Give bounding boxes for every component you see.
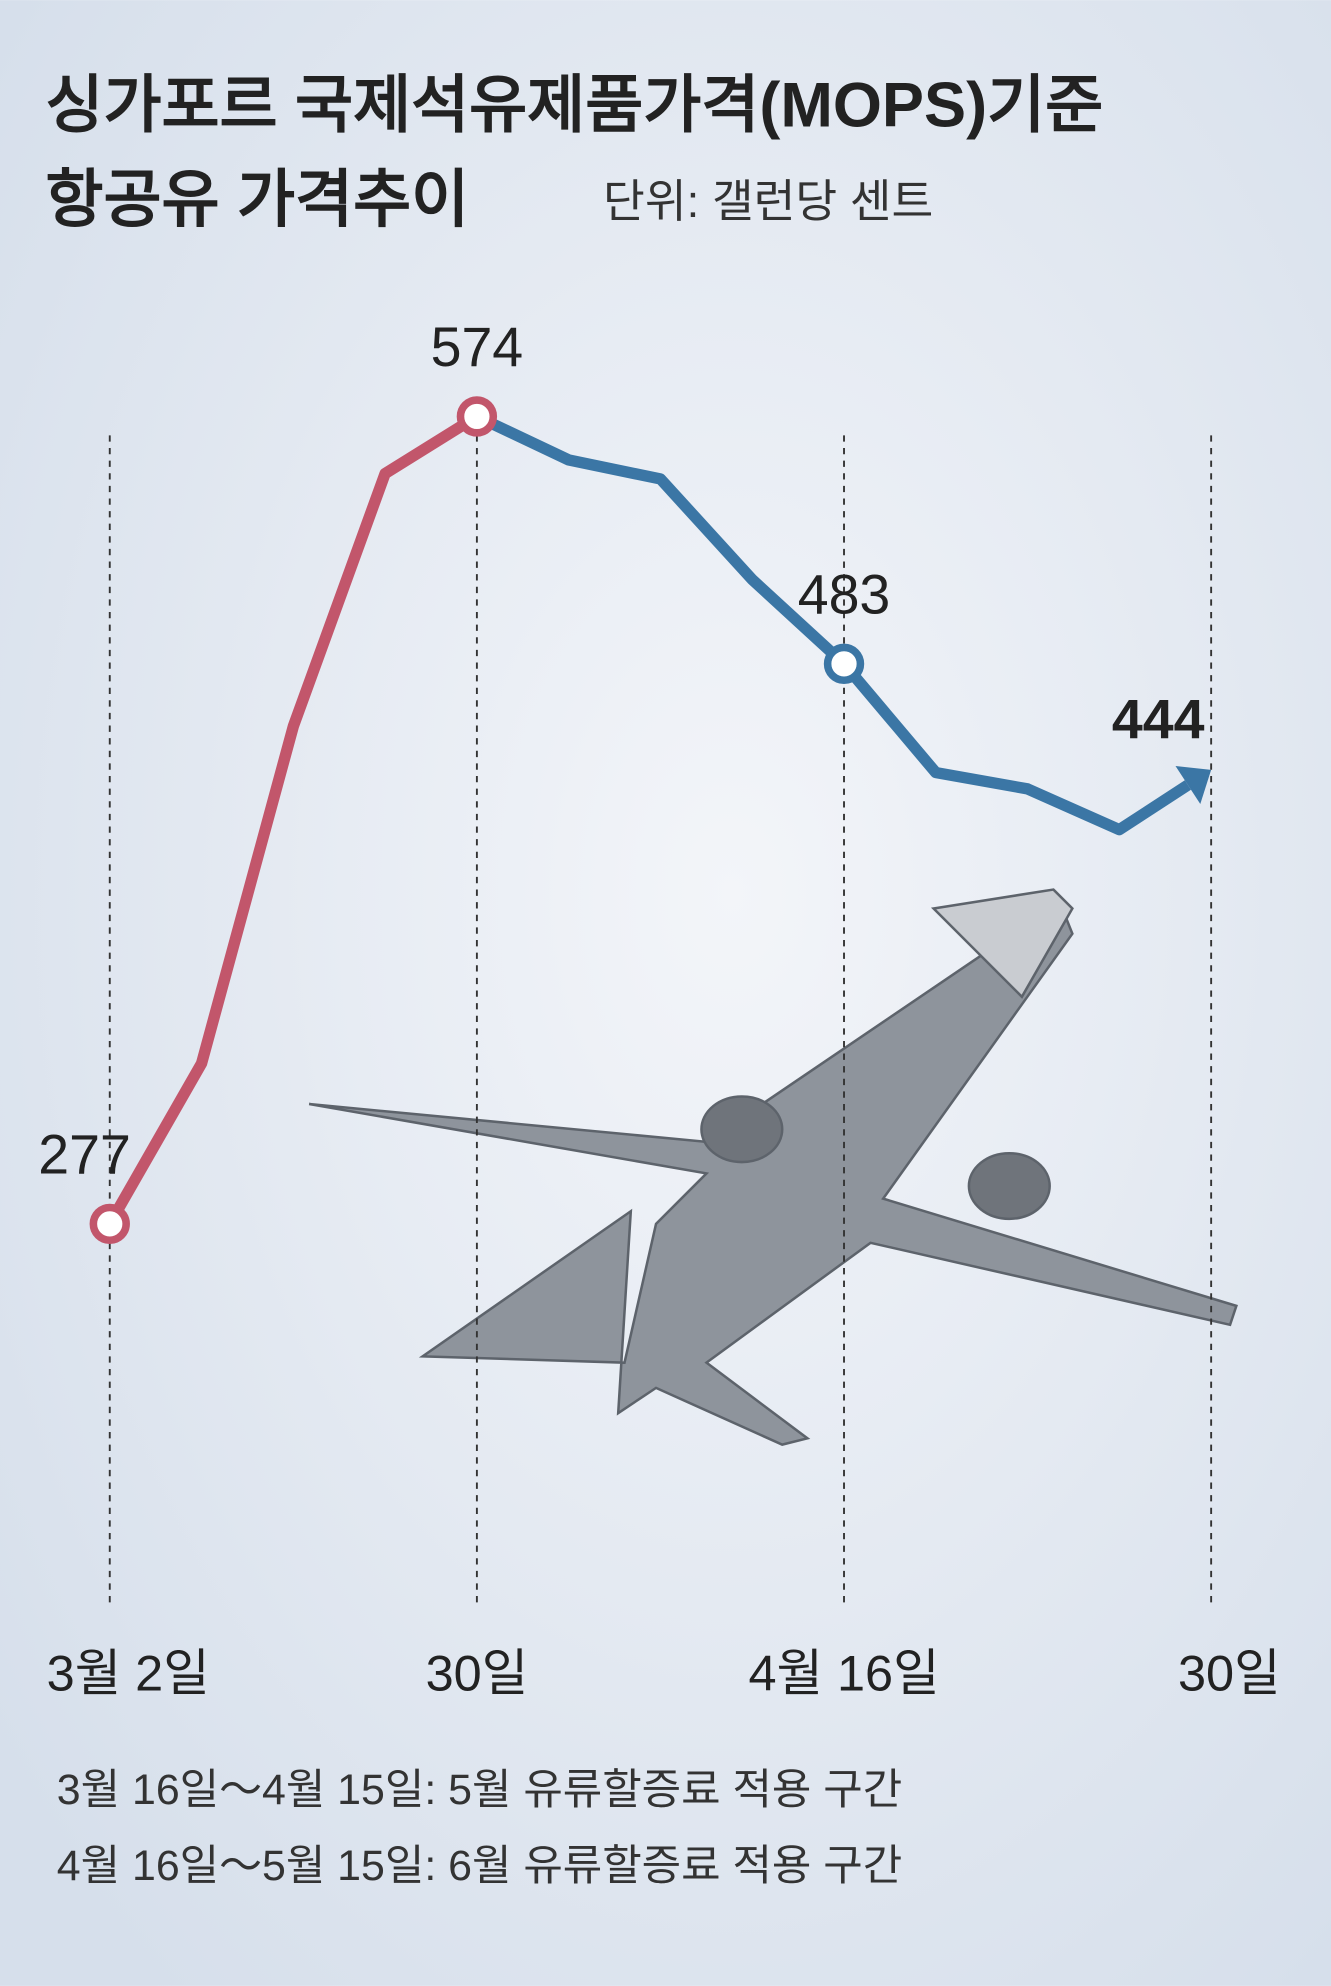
plot: 3월 2일 30일 4월 16일 30일 277 574 483 444 [38,316,1280,1702]
value-label: 483 [798,563,891,625]
value-label: 574 [431,316,524,378]
arrow-head [1175,765,1212,805]
value-label: 444 [1112,688,1205,750]
note: 4월 16일～5월 15일: 6월 유류할증료 적용 구간 [57,1842,902,1890]
x-tick-label: 3월 2일 [47,1645,210,1702]
x-tick-label: 30일 [1178,1645,1281,1702]
chart-title: 싱가포르 국제석유제품가격(MOPS)기준 [45,70,1103,140]
line [104,411,480,1227]
point [456,396,498,437]
note: 3월 16일～4월 15일: 5월 유류할증료 적용 구간 [57,1766,902,1814]
x-tick-label: 4월 16일 [749,1645,940,1702]
value-label: 277 [38,1123,131,1185]
unit-label: 단위: 갤런당 센트 [603,176,933,227]
point [89,1203,130,1245]
point [823,643,865,685]
chart-subtitle: 항공유 가격추이 [45,165,469,235]
airplane [308,888,1238,1446]
x-tick-label: 30일 [426,1645,529,1702]
